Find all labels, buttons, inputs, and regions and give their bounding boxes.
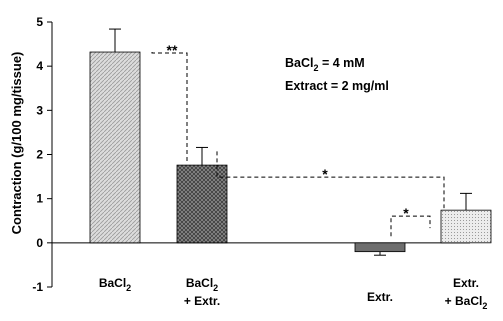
y-tick-label: 2 bbox=[36, 148, 43, 162]
significance-label: ** bbox=[167, 42, 178, 58]
significance-bracket bbox=[216, 151, 445, 209]
conc-line-1: BaCl2 = 4 mM bbox=[285, 56, 365, 73]
significance-bracket bbox=[151, 52, 188, 164]
y-axis-title: Contraction (g/100 mg/tissue) bbox=[9, 52, 24, 235]
category-label: Extr. bbox=[453, 276, 479, 290]
significance-label: * bbox=[403, 205, 409, 221]
significance-brackets: **** bbox=[151, 42, 445, 237]
concentration-note: BaCl2 = 4 mM Extract = 2 mg/ml bbox=[285, 56, 389, 93]
bar bbox=[176, 164, 228, 244]
category-label-line2: + BaCl2 bbox=[445, 294, 488, 311]
significance-label: * bbox=[322, 166, 328, 182]
category-label: BaCl2 bbox=[186, 276, 218, 293]
category-label: Extr. bbox=[367, 290, 393, 304]
category-label-line2: + Extr. bbox=[184, 294, 220, 308]
y-tick-label: 0 bbox=[36, 236, 43, 250]
bar bbox=[354, 242, 406, 253]
bar bbox=[89, 51, 141, 244]
y-tick-label: 3 bbox=[36, 103, 43, 117]
category-labels: BaCl2 BaCl2+ Extr. Extr.Extr.+ BaCl2 bbox=[99, 276, 488, 311]
y-tick-label: 4 bbox=[36, 59, 43, 73]
y-tick-label: -1 bbox=[32, 280, 43, 294]
conc-line-2: Extract = 2 mg/ml bbox=[285, 79, 389, 93]
bars bbox=[89, 28, 492, 256]
category-label: BaCl2 bbox=[99, 276, 131, 293]
y-tick-label: 5 bbox=[36, 15, 43, 29]
y-tick-label: 1 bbox=[36, 192, 43, 206]
bar bbox=[440, 209, 492, 244]
significance-bracket bbox=[390, 215, 431, 237]
